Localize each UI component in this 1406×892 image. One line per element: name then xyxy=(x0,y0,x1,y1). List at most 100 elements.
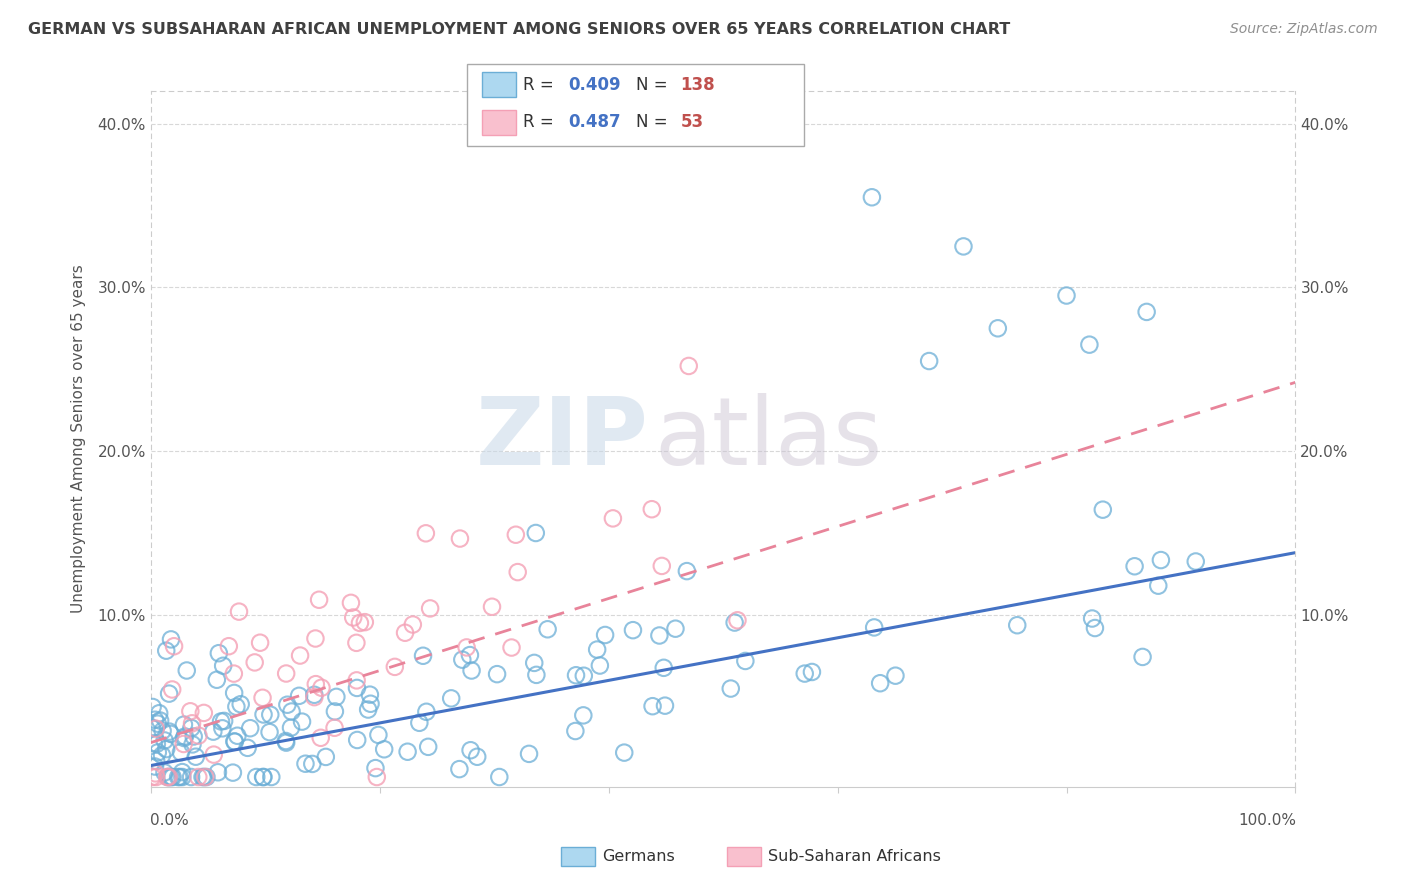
Point xyxy=(153,765,176,780)
Point xyxy=(449,532,471,546)
Point xyxy=(465,749,488,764)
Point xyxy=(193,706,215,720)
Point xyxy=(373,742,395,756)
Point xyxy=(209,714,232,729)
Point xyxy=(359,688,381,702)
Point xyxy=(364,761,387,775)
Point xyxy=(224,686,246,700)
Point xyxy=(191,770,214,784)
Point xyxy=(157,770,180,784)
Point xyxy=(145,754,167,768)
Point xyxy=(160,770,183,784)
Point xyxy=(460,743,482,757)
Point xyxy=(141,770,163,784)
Point xyxy=(987,321,1010,335)
Point xyxy=(486,667,509,681)
Point xyxy=(143,713,166,727)
Point xyxy=(396,745,419,759)
Text: N =: N = xyxy=(636,76,672,94)
Point xyxy=(195,770,218,784)
Point xyxy=(149,714,172,728)
Point xyxy=(228,605,250,619)
Point xyxy=(176,664,198,678)
Point xyxy=(602,511,624,525)
Point xyxy=(146,737,169,751)
Point xyxy=(148,706,170,721)
Point xyxy=(676,564,699,578)
Point xyxy=(170,745,193,759)
Point xyxy=(173,737,195,751)
Point xyxy=(224,734,246,748)
Point xyxy=(169,770,191,784)
Point xyxy=(1123,559,1146,574)
Point xyxy=(160,632,183,647)
Point xyxy=(260,770,283,784)
Point xyxy=(143,759,166,773)
Text: 0.487: 0.487 xyxy=(568,113,620,131)
Point xyxy=(173,731,195,745)
Point xyxy=(1078,337,1101,351)
Point xyxy=(346,681,368,695)
Point xyxy=(505,527,527,541)
Point xyxy=(564,724,586,739)
Point xyxy=(1091,502,1114,516)
Point xyxy=(184,749,207,764)
Point xyxy=(183,730,205,744)
Point xyxy=(180,770,202,784)
Point xyxy=(366,770,388,784)
Text: R =: R = xyxy=(523,113,560,131)
Point xyxy=(727,613,749,627)
Point xyxy=(205,673,228,687)
Point xyxy=(193,770,215,784)
Point xyxy=(589,658,612,673)
Point xyxy=(415,705,437,719)
Point xyxy=(451,653,474,667)
Point xyxy=(308,592,330,607)
Point xyxy=(301,756,323,771)
Text: Sub-Saharan Africans: Sub-Saharan Africans xyxy=(768,849,941,863)
Text: R =: R = xyxy=(523,76,560,94)
Point xyxy=(172,765,194,780)
Point xyxy=(157,687,180,701)
Point xyxy=(288,648,311,663)
Point xyxy=(211,722,233,736)
Point xyxy=(384,660,406,674)
Point xyxy=(346,673,368,688)
Point xyxy=(342,610,364,624)
Point xyxy=(664,622,686,636)
Point xyxy=(524,668,547,682)
Point xyxy=(869,676,891,690)
Point xyxy=(159,727,181,741)
Point xyxy=(536,622,558,636)
Text: GERMAN VS SUBSAHARAN AFRICAN UNEMPLOYMENT AMONG SENIORS OVER 65 YEARS CORRELATIO: GERMAN VS SUBSAHARAN AFRICAN UNEMPLOYMEN… xyxy=(28,22,1011,37)
Point xyxy=(309,731,332,745)
Point xyxy=(202,724,225,739)
Point xyxy=(167,770,190,784)
Point xyxy=(155,742,177,756)
Point xyxy=(402,617,425,632)
Point xyxy=(311,681,333,695)
Point xyxy=(1150,553,1173,567)
Point xyxy=(276,736,298,750)
Point xyxy=(304,688,326,702)
Point xyxy=(449,762,471,776)
Point xyxy=(202,747,225,762)
Point xyxy=(1184,554,1206,568)
Point xyxy=(357,702,380,716)
Point xyxy=(304,632,326,646)
Point xyxy=(156,770,179,784)
Point xyxy=(323,705,346,719)
Point xyxy=(252,690,274,705)
Point xyxy=(353,615,375,629)
Point xyxy=(152,723,174,738)
Point xyxy=(586,642,609,657)
Point xyxy=(349,615,371,630)
Point xyxy=(652,661,675,675)
Point xyxy=(367,728,389,742)
Point xyxy=(288,689,311,703)
Point xyxy=(723,615,745,630)
Point xyxy=(793,666,815,681)
Text: atlas: atlas xyxy=(654,392,883,485)
Point xyxy=(218,639,240,653)
Point xyxy=(291,714,314,729)
